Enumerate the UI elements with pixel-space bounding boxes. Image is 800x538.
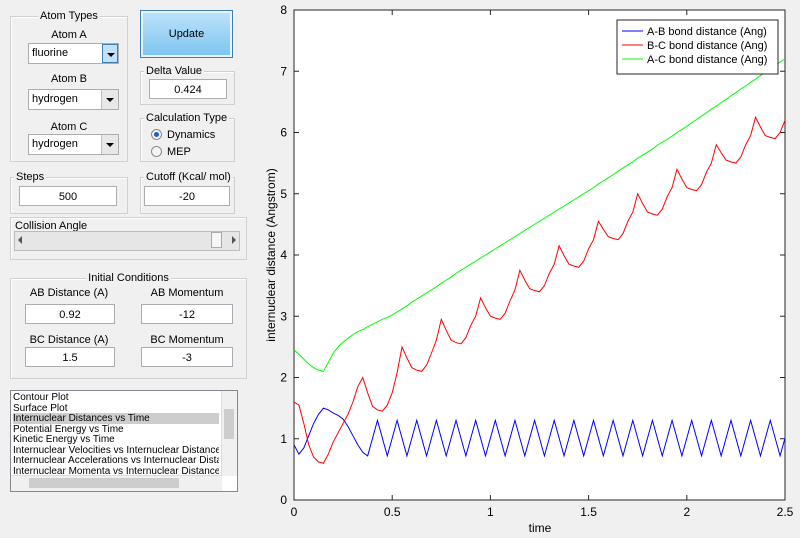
slider-thumb[interactable] bbox=[211, 232, 222, 248]
x-tick-label: 1.5 bbox=[580, 505, 597, 519]
dropdown-arrow[interactable] bbox=[102, 44, 118, 63]
group-title: Steps bbox=[14, 171, 47, 183]
update-button[interactable]: Update bbox=[140, 10, 233, 58]
steps-input[interactable]: 500 bbox=[19, 186, 117, 206]
x-axis-label: time bbox=[529, 521, 552, 535]
ab-distance-input[interactable]: 0.92 bbox=[25, 304, 115, 324]
bc-distance-label: BC Distance (A) bbox=[29, 334, 109, 346]
radio-option[interactable]: Dynamics bbox=[151, 128, 215, 142]
radio-button[interactable] bbox=[151, 146, 162, 157]
atom-a-label: Atom A bbox=[51, 29, 87, 41]
scroll-thumb[interactable] bbox=[29, 478, 179, 488]
list-item[interactable]: Internuclear Distances vs Time bbox=[13, 413, 219, 424]
ab-momentum-input[interactable]: -12 bbox=[141, 304, 233, 324]
group-title: Initial Conditions bbox=[86, 272, 171, 284]
dropdown-value: fluorine bbox=[32, 47, 69, 59]
y-axis-label: internuclear distance (Angstrom) bbox=[264, 168, 278, 341]
list-item[interactable]: Internuclear Accelerations vs Internucle… bbox=[13, 455, 219, 466]
panel-title: Collision Angle bbox=[15, 220, 88, 232]
y-tick-label: 0 bbox=[280, 493, 287, 507]
y-tick-label: 2 bbox=[280, 371, 287, 385]
cutoff-input[interactable]: -20 bbox=[144, 186, 230, 206]
calculation-type-group: Calculation Type Dynamics MEP bbox=[140, 112, 235, 162]
scroll-thumb[interactable] bbox=[224, 409, 234, 439]
y-tick-label: 5 bbox=[280, 187, 287, 201]
bc-distance-input[interactable]: 1.5 bbox=[25, 347, 115, 367]
steps-group: Steps 500 bbox=[10, 171, 128, 214]
radio-label: Dynamics bbox=[167, 129, 216, 141]
plot-area bbox=[293, 9, 786, 501]
line-series bbox=[293, 58, 786, 372]
atom-b-dropdown[interactable]: hydrogen bbox=[28, 89, 119, 110]
y-tick-label: 8 bbox=[280, 3, 287, 17]
atom-types-group: Atom Types Atom A fluorine Atom B hydrog… bbox=[10, 10, 128, 162]
legend-box bbox=[616, 19, 779, 75]
x-tick-label: 2.5 bbox=[777, 505, 794, 519]
delta-value-group: Delta Value 0.424 bbox=[140, 65, 235, 105]
legend-label: B-C bond distance (Ang) bbox=[647, 40, 767, 52]
y-tick-label: 1 bbox=[280, 432, 287, 446]
ab-momentum-label: AB Momentum bbox=[150, 287, 224, 299]
legend-label: A-C bond distance (Ang) bbox=[647, 54, 767, 66]
cutoff-group: Cutoff (Kcal/ mol) -20 bbox=[140, 171, 235, 214]
initial-conditions-group: Initial Conditions AB Distance (A) AB Mo… bbox=[10, 272, 247, 379]
x-tick-label: 2 bbox=[683, 505, 690, 519]
x-tick-label: 0.5 bbox=[384, 505, 401, 519]
collision-angle-slider[interactable] bbox=[14, 231, 240, 251]
vertical-scrollbar[interactable] bbox=[221, 391, 237, 476]
radio-option[interactable]: MEP bbox=[151, 145, 191, 159]
group-title: Atom Types bbox=[38, 10, 100, 22]
slider-right-arrow[interactable] bbox=[232, 236, 236, 244]
dropdown-value: hydrogen bbox=[32, 93, 78, 105]
y-tick-label: 4 bbox=[280, 248, 287, 262]
group-title: Calculation Type bbox=[144, 112, 230, 124]
atom-a-dropdown[interactable]: fluorine bbox=[28, 43, 119, 64]
list-item[interactable]: Potential Energy vs Time bbox=[13, 423, 124, 435]
dropdown-arrow[interactable] bbox=[101, 135, 118, 154]
group-title: Delta Value bbox=[144, 65, 205, 77]
ab-distance-label: AB Distance (A) bbox=[29, 287, 109, 299]
y-tick-label: 3 bbox=[280, 309, 287, 323]
list-item[interactable]: Internuclear Momenta vs Internuclear Dis… bbox=[13, 465, 219, 477]
atom-c-label: Atom C bbox=[50, 121, 88, 133]
horizontal-scrollbar[interactable] bbox=[11, 475, 222, 491]
list-item[interactable]: Kinetic Energy vs Time bbox=[13, 434, 115, 445]
collision-angle-panel: Collision Angle bbox=[10, 217, 247, 260]
atom-b-label: Atom B bbox=[50, 73, 88, 85]
legend-label: A-B bond distance (Ang) bbox=[647, 26, 767, 38]
atom-c-dropdown[interactable]: hydrogen bbox=[28, 134, 119, 155]
y-tick-label: 7 bbox=[280, 64, 287, 78]
dropdown-value: hydrogen bbox=[32, 138, 78, 150]
list-item[interactable]: Internuclear Velocities vs Internuclear … bbox=[13, 444, 219, 456]
bc-momentum-label: BC Momentum bbox=[150, 334, 224, 346]
x-tick-label: 0 bbox=[291, 505, 298, 519]
radio-label: MEP bbox=[167, 146, 191, 158]
delta-value-input[interactable]: 0.424 bbox=[149, 79, 227, 99]
bc-momentum-input[interactable]: -3 bbox=[141, 347, 233, 367]
group-title: Cutoff (Kcal/ mol) bbox=[144, 171, 233, 183]
list-item[interactable]: Surface Plot bbox=[13, 402, 68, 414]
radio-button[interactable] bbox=[151, 129, 162, 140]
dropdown-arrow[interactable] bbox=[101, 90, 118, 109]
x-tick-label: 1 bbox=[487, 505, 494, 519]
list-item[interactable]: Contour Plot bbox=[13, 392, 69, 403]
line-series bbox=[293, 115, 786, 464]
y-tick-label: 6 bbox=[280, 126, 287, 140]
line-series bbox=[293, 407, 786, 458]
plot-listbox[interactable]: Contour Plot Surface Plot Internuclear Dis… bbox=[10, 390, 238, 492]
slider-left-arrow[interactable] bbox=[18, 236, 22, 244]
